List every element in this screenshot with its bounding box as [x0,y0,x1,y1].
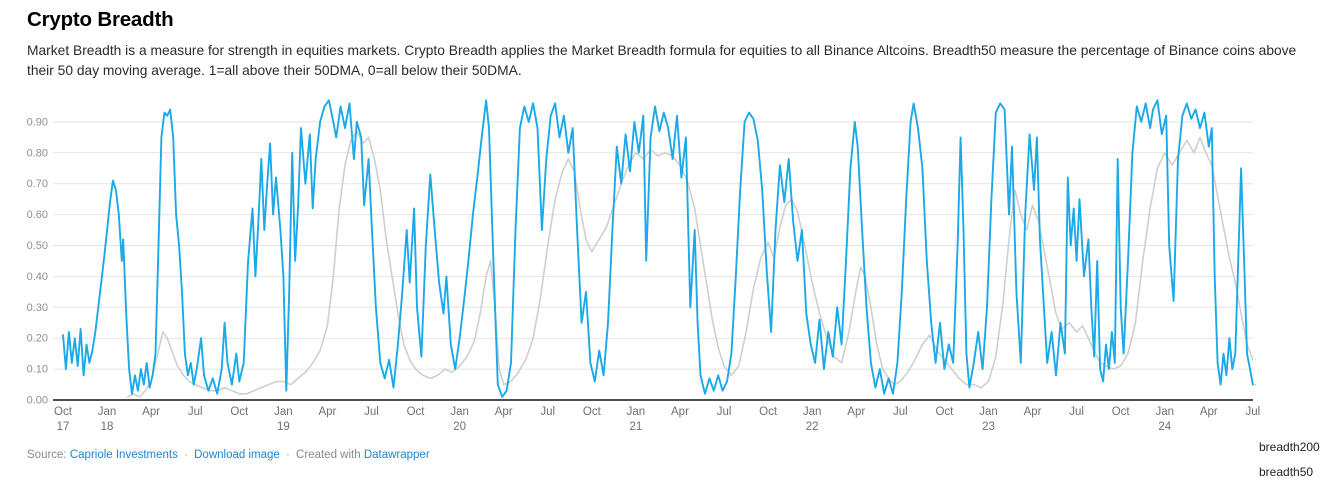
x-axis-month-label: Jan [627,406,646,418]
footer: Source: Capriole Investments · Download … [27,449,430,461]
chart-area: 0.00 0.10 0.20 0.30 0.40 0.50 0.60 0.70 0.80 0.90… [0,88,1341,479]
x-axis-month-label: Apr [495,406,513,418]
source-label: Source: [27,449,67,461]
x-axis-year-label: 19 [277,421,290,433]
y-axis-tick-label: 0.00 [27,395,48,407]
x-axis-month-label: Jul [364,406,379,418]
page-title: Crypto Breadth [27,8,174,31]
y-axis-tick-label: 0.50 [27,240,48,252]
x-axis-year-label: 21 [630,421,643,433]
x-axis-month-label: Jul [717,406,732,418]
x-axis-month-label: Oct [54,406,73,418]
x-axis-year-label: 20 [453,421,466,433]
y-axis-tick-label: 0.80 [27,147,48,159]
x-axis-month-label: Jan [274,406,293,418]
x-axis-month-label: Apr [671,406,689,418]
x-axis-year-label: 23 [982,421,995,433]
x-axis-year-label: 24 [1158,421,1171,433]
x-axis-month-label: Oct [407,406,426,418]
y-axis-tick-label: 0.20 [27,333,48,345]
x-axis-year-label: 17 [57,421,70,433]
x-axis-month-label: Jul [1069,406,1084,418]
x-axis-month-label: Oct [583,406,602,418]
x-axis-month-label: Apr [847,406,865,418]
x-axis-month-label: Apr [1200,406,1218,418]
x-axis-month-label: Jan [450,406,469,418]
y-axis-tick-label: 0.90 [27,116,48,128]
y-axis-tick-label: 0.40 [27,271,48,283]
x-axis-month-label: Jul [540,406,555,418]
line-chart-svg: 0.00 0.10 0.20 0.30 0.40 0.50 0.60 0.70 0.80 0.90… [27,99,1261,433]
x-axis-month-label: Jul [1246,406,1261,418]
x-axis-month-label: Jan [98,406,117,418]
y-axis-tick-label: 0.60 [27,209,48,221]
created-with-label: Created with [296,449,361,461]
x-axis-month-label: Oct [759,406,778,418]
x-axis-year-label: 18 [101,421,114,433]
series-line-breadth50 [62,99,1254,398]
separator-dot: · [286,449,290,461]
y-axis-tick-label: 0.10 [27,364,48,376]
chart-description: Market Breadth is a measure for strength… [27,43,1297,78]
y-axis-tick-label: 0.30 [27,302,48,314]
x-axis-year-label: 22 [806,421,819,433]
x-axis-month-label: Oct [935,406,954,418]
datawrapper-link[interactable]: Datawrapper [363,449,430,461]
x-axis-month-label: Oct [1112,406,1131,418]
x-axis-month-label: Jan [803,406,822,418]
y-axis-tick-label: 0.70 [27,178,48,190]
x-axis-month-label: Apr [318,406,336,418]
x-axis-month-label: Jan [979,406,998,418]
series-label-breadth50: breadth50 [1259,464,1314,479]
separator-dot: · [184,449,188,461]
x-axis-month-label: Oct [230,406,249,418]
source-link[interactable]: Capriole Investments [69,449,178,461]
series-label-breadth200: breadth200 [1259,439,1320,454]
x-axis-month-label: Jul [893,406,908,418]
x-axis-month-label: Apr [1024,406,1042,418]
download-image-link[interactable]: Download image [194,449,280,461]
x-axis-month-label: Jan [1155,406,1174,418]
x-axis-month-label: Apr [142,406,160,418]
x-axis-month-label: Jul [188,406,203,418]
